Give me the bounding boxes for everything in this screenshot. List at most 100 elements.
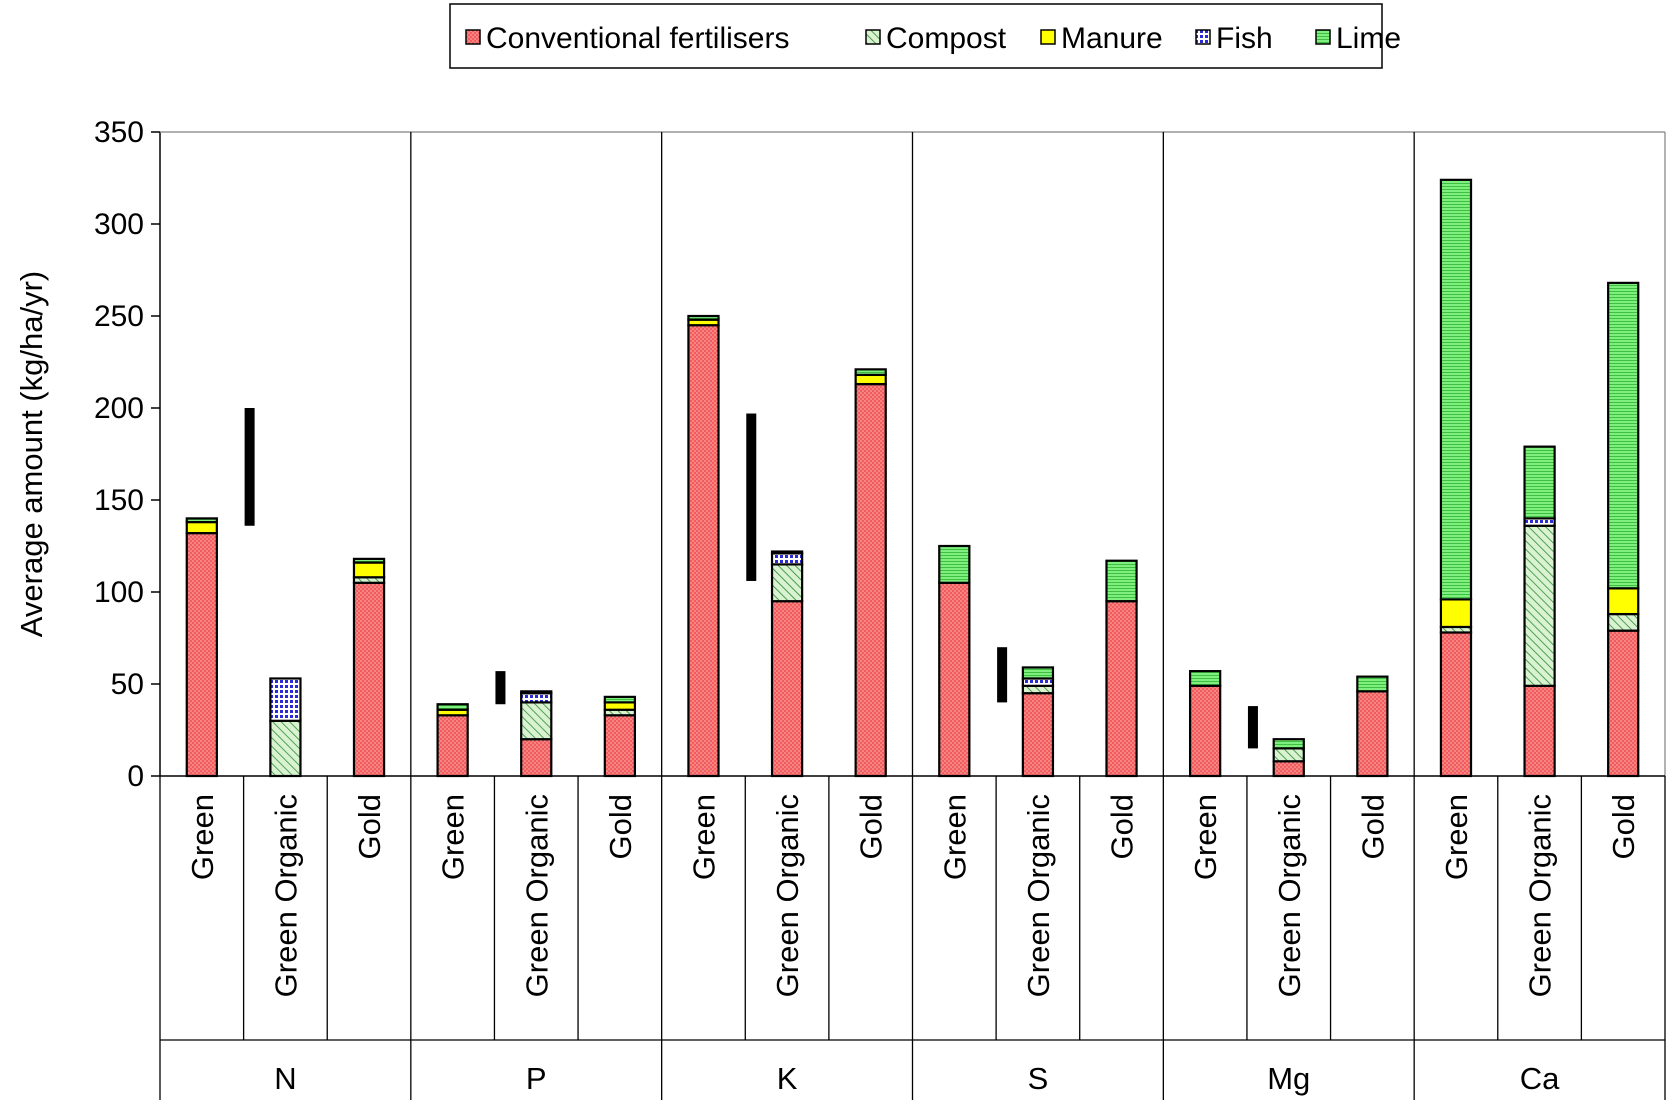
bar-segment-compost [770,563,804,603]
bar-segment-conventional-fertilisers [603,714,637,778]
bar-segment-lime [1356,675,1389,693]
x-group-label: S [1028,1061,1049,1096]
bar-segment-conventional-fertilisers [436,714,469,778]
legend-label: Fish [1216,22,1273,55]
bar-segment-conventional-fertilisers [1105,600,1138,778]
bar-segment-conventional-fertilisers [352,581,386,778]
y-tick-label: 0 [127,760,144,793]
x-group-label: Mg [1267,1061,1310,1096]
bar-segment-lime [687,314,720,321]
legend-swatch [1195,29,1211,45]
x-group-label: P [526,1061,547,1096]
legend-label: Manure [1061,22,1163,55]
bar-segment-manure [854,373,887,386]
bar-segment-lime [770,550,804,555]
bar-segment-lime [1523,445,1556,520]
x-category-label: Gold [352,794,387,859]
legend-label: Conventional fertilisers [486,22,789,55]
bar-segment-conventional-fertilisers [1439,631,1473,778]
bar-segment-fish [1021,677,1055,687]
bar-segment-conventional-fertilisers [854,382,887,778]
y-tick-label: 150 [94,484,144,517]
bar-segment-conventional-fertilisers [1188,684,1222,778]
bar-segment-lime [1188,670,1222,687]
legend-label: Compost [886,22,1007,55]
bar-segment-lime [185,517,218,524]
x-category-label: Green [1188,794,1223,880]
bar-segment-lime [520,690,553,695]
x-category-label: Gold [1105,794,1140,859]
x-category-label: Green [686,794,721,880]
bar-segment-fish [269,677,302,722]
legend-label: Lime [1336,22,1401,55]
bar-segment-lime [1607,281,1640,590]
x-category-label: Gold [1355,794,1390,859]
range-bar [746,413,757,581]
y-axis-title: Average amount (kg/ha/yr) [14,271,49,637]
range-bar [495,671,506,705]
bar-segment-conventional-fertilisers [520,738,553,778]
range-bar [997,647,1008,703]
bar-segment-conventional-fertilisers [185,532,218,778]
bar-segment-conventional-fertilisers [770,600,804,778]
y-tick-label: 250 [94,300,144,333]
bar-segment-conventional-fertilisers [938,581,971,778]
bar-segment-manure [185,520,218,535]
bar-segment-manure [603,701,637,711]
bar-segment-manure [352,561,386,579]
x-category-label: Green [436,794,471,880]
range-bar [244,408,255,526]
bar-segment-lime [603,695,637,704]
x-category-label: Gold [854,794,889,859]
bar-segment-lime [436,703,469,711]
bar-segment-manure [1607,587,1640,616]
x-group-label: K [777,1061,798,1096]
bar-segment-fish [770,552,804,566]
bar-segment-lime [938,544,971,584]
y-tick-label: 100 [94,576,144,609]
y-axis: 0 50 100 150 200 250 300 350 Average amount (kg/… [14,116,161,793]
x-group-label: N [274,1061,296,1096]
bar-segment-compost [1021,684,1055,695]
bar-segment-lime [854,368,887,376]
bar-segment-conventional-fertilisers [1021,692,1055,778]
bar-segment-compost [1523,524,1556,687]
x-category-label: Green [1439,794,1474,880]
legend-swatch [1040,29,1056,45]
x-axis: Green Green Organic Gold N Green Green Organi… [159,775,1666,1100]
bar-segment-compost [1272,747,1305,763]
bar-segment-conventional-fertilisers [1356,690,1389,778]
x-category-label: Green Organic [268,794,303,997]
bar-segment-lime [352,557,386,564]
bar-segment-compost [520,701,553,741]
bar-segment-conventional-fertilisers [687,324,720,778]
x-category-label: Green Organic [1272,794,1307,997]
x-category-label: Green [185,794,220,880]
chart-legend: Conventional fertilisers Compost Manure Fis… [449,3,1401,69]
bar-segment-lime [1105,559,1138,603]
x-category-label: Gold [603,794,638,859]
x-category-label: Green Organic [1523,794,1558,997]
x-category-label: Gold [1606,794,1641,859]
y-tick-label: 50 [111,668,144,701]
bar-segment-fish [520,692,553,704]
y-tick-label: 350 [94,116,144,149]
bar-segment-manure [1439,598,1473,629]
range-bar [1247,706,1258,749]
bar-segment-compost [1607,612,1640,632]
legend-box [449,3,1383,69]
x-category-label: Green Organic [519,794,554,997]
bar-segment-lime [1439,178,1473,601]
x-category-label: Green Organic [1021,794,1056,997]
bar-segment-conventional-fertilisers [1272,760,1305,778]
y-tick-label: 200 [94,392,144,425]
x-category-label: Green [937,794,972,880]
plot-area [160,131,1666,778]
legend-swatch [1315,29,1331,45]
x-category-label: Green Organic [770,794,805,997]
legend-swatch [865,29,881,45]
bar-segment-lime [1272,738,1305,750]
bar-segment-compost [269,719,302,778]
x-group-label: Ca [1520,1061,1560,1096]
